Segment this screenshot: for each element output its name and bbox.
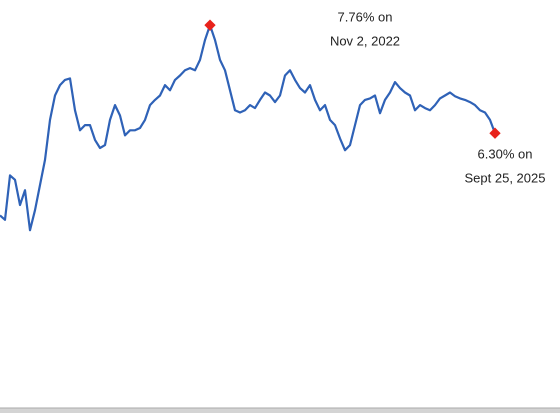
annotation: Sept 25, 2025 <box>465 171 546 186</box>
annotation: Nov 2, 2022 <box>330 34 400 49</box>
line <box>0 24 497 232</box>
annotation: 6.30% on <box>478 147 533 162</box>
highlight-marker <box>204 19 216 31</box>
annotation: 7.76% on <box>338 10 393 25</box>
highlight-marker <box>489 127 501 139</box>
x-axis-band <box>0 408 560 413</box>
